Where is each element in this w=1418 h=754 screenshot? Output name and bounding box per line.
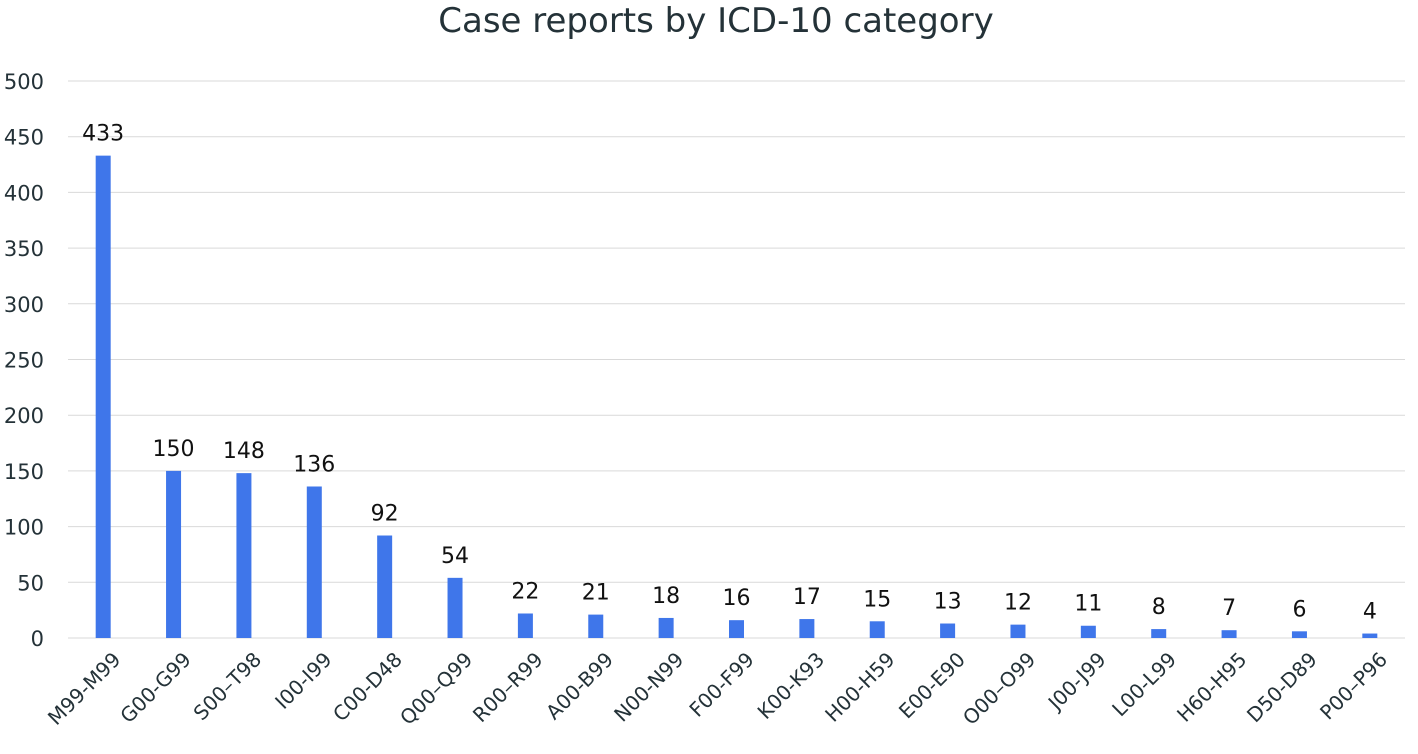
- data-label: 11: [1074, 592, 1102, 617]
- x-tick-label: L00-L99: [1107, 647, 1181, 721]
- data-label: 136: [293, 452, 335, 477]
- bar: [1151, 629, 1167, 638]
- bar: [729, 620, 744, 638]
- bar: [306, 486, 322, 638]
- bar: [1221, 630, 1237, 638]
- x-tick-label: N00-N99: [609, 647, 688, 726]
- bar: [1291, 631, 1307, 638]
- data-label: 433: [82, 122, 124, 147]
- x-tick-label: O00–O99: [958, 647, 1040, 729]
- bar: [799, 619, 815, 638]
- bar: [517, 613, 533, 638]
- y-tick-label: 300: [4, 293, 44, 317]
- x-tick-label: S00–T98: [189, 647, 267, 725]
- data-label: 13: [934, 590, 962, 615]
- x-tick-label: A00-B99: [541, 647, 618, 724]
- y-axis-ticks: 0 50 100 150 200 250 300 350 400 450 500: [4, 70, 44, 651]
- y-tick-label: 450: [4, 126, 44, 150]
- data-label: 18: [652, 584, 680, 609]
- data-label: 17: [793, 585, 821, 610]
- bar: [1362, 633, 1378, 638]
- x-tick-label: H00-H59: [820, 647, 899, 726]
- data-label: 22: [511, 579, 539, 604]
- x-tick-label: M99-M99: [43, 647, 125, 729]
- data-label: 6: [1292, 597, 1306, 622]
- bar: [588, 614, 604, 638]
- chart-title: Case reports by ICD-10 category: [438, 1, 993, 41]
- data-label: 21: [582, 581, 610, 606]
- x-tick-label: J00-J99: [1042, 647, 1111, 716]
- data-label: 54: [441, 544, 469, 569]
- x-tick-label: P00–P96: [1315, 647, 1392, 724]
- data-label: 12: [1004, 591, 1032, 616]
- bars: [95, 155, 1378, 638]
- x-tick-label: Q00–Q99: [395, 647, 477, 729]
- data-label: 150: [153, 437, 195, 462]
- data-labels: 433 150 148 136 92 54 22 21 18 16 17 15 13 12 11 8 7 6 4: [82, 122, 1377, 625]
- y-tick-label: 0: [31, 627, 44, 651]
- bar: [940, 623, 956, 638]
- bar: [869, 621, 885, 638]
- bar: [95, 155, 111, 638]
- bar: [166, 470, 182, 638]
- gridlines: [68, 80, 1405, 639]
- data-label: 92: [371, 502, 399, 527]
- data-label: 148: [223, 439, 265, 464]
- bar: [447, 577, 463, 638]
- y-tick-label: 150: [4, 460, 44, 484]
- data-label: 8: [1152, 595, 1166, 620]
- bar: [658, 617, 674, 638]
- x-tick-label: G00-G99: [115, 647, 195, 727]
- y-tick-label: 200: [4, 404, 44, 428]
- x-tick-label: C00-D48: [328, 647, 407, 726]
- y-tick-label: 250: [4, 349, 44, 373]
- data-label: 16: [723, 586, 751, 611]
- x-tick-label: I00-I99: [270, 647, 336, 713]
- x-tick-label: R00–R99: [468, 647, 548, 727]
- x-tick-label: H60-H95: [1172, 647, 1251, 726]
- data-label: 4: [1363, 600, 1377, 625]
- y-tick-label: 100: [4, 516, 44, 540]
- x-tick-label: D50-D89: [1242, 647, 1322, 727]
- y-tick-label: 350: [4, 237, 44, 261]
- data-label: 15: [863, 587, 891, 612]
- x-tick-label: K00-K93: [753, 647, 830, 724]
- y-tick-label: 500: [4, 70, 44, 94]
- bar: [377, 535, 393, 638]
- data-label: 7: [1222, 596, 1236, 621]
- y-tick-label: 50: [17, 571, 44, 595]
- y-tick-label: 400: [4, 181, 44, 205]
- x-tick-label: F00-F99: [684, 647, 758, 721]
- bar: [236, 473, 252, 638]
- bar: [1010, 624, 1026, 638]
- bar: [1080, 625, 1096, 638]
